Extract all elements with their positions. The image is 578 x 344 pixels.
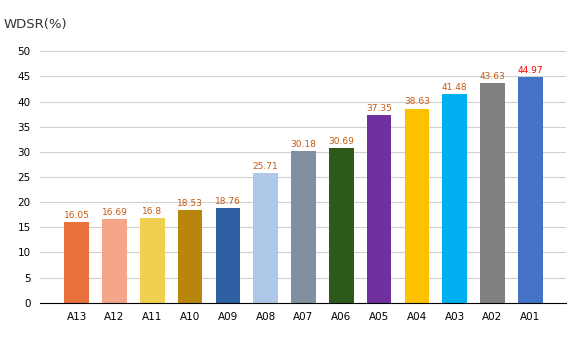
Text: 25.71: 25.71 <box>253 162 279 171</box>
Text: 38.63: 38.63 <box>404 97 430 107</box>
Text: 30.69: 30.69 <box>328 137 354 147</box>
Text: 18.53: 18.53 <box>177 198 203 207</box>
Bar <box>442 94 467 303</box>
Bar <box>329 148 354 303</box>
Bar <box>178 209 202 303</box>
Bar <box>140 218 165 303</box>
Text: 16.05: 16.05 <box>64 211 90 220</box>
Text: 30.18: 30.18 <box>291 140 316 149</box>
Text: 44.97: 44.97 <box>517 66 543 75</box>
Text: 37.35: 37.35 <box>366 104 392 113</box>
Text: 16.69: 16.69 <box>102 208 127 217</box>
Bar <box>405 108 429 303</box>
Bar <box>64 222 89 303</box>
Text: 41.48: 41.48 <box>442 83 468 92</box>
Text: 16.8: 16.8 <box>142 207 162 216</box>
Bar <box>518 77 543 303</box>
Bar <box>367 115 391 303</box>
Bar <box>216 208 240 303</box>
Text: 43.63: 43.63 <box>480 72 505 81</box>
Text: 18.76: 18.76 <box>215 197 241 206</box>
Bar <box>291 151 316 303</box>
Bar <box>480 83 505 303</box>
Bar <box>102 219 127 303</box>
Text: WDSR(%): WDSR(%) <box>3 18 67 31</box>
Bar <box>253 173 278 303</box>
